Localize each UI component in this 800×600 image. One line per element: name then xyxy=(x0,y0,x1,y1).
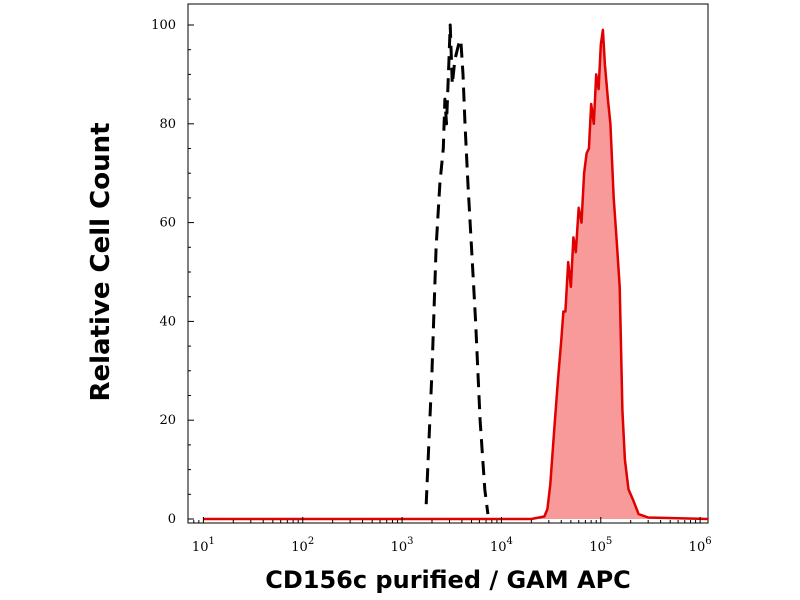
x-tick-label-1: 102 xyxy=(291,536,314,555)
series-layer xyxy=(203,23,709,521)
series-1-line xyxy=(203,28,709,521)
axes: 0 20 40 60 80 100 101 102 103 104 105 106 xyxy=(151,18,711,555)
y-tick-label-4: 80 xyxy=(159,117,176,132)
x-tick-label-5: 106 xyxy=(689,536,712,555)
x-tick-label-0: 101 xyxy=(192,536,215,555)
series-0-line xyxy=(424,23,490,515)
series-1-fill xyxy=(203,29,708,520)
x-axis-label: CD156c purified / GAM APC xyxy=(265,566,631,594)
y-tick-label-3: 60 xyxy=(159,216,176,231)
x-tick-label-3: 104 xyxy=(490,536,513,555)
y-tick-label-1: 20 xyxy=(159,413,176,428)
plot-area xyxy=(187,3,709,524)
plot-frame xyxy=(187,3,709,524)
x-tick-label-2: 103 xyxy=(391,536,414,555)
y-tick-label-0: 0 xyxy=(168,512,176,527)
y-axis-label: Relative Cell Count xyxy=(86,122,116,402)
y-tick-label-2: 40 xyxy=(159,314,176,329)
y-tick-label-5: 100 xyxy=(151,18,176,33)
x-tick-label-4: 105 xyxy=(589,536,612,555)
